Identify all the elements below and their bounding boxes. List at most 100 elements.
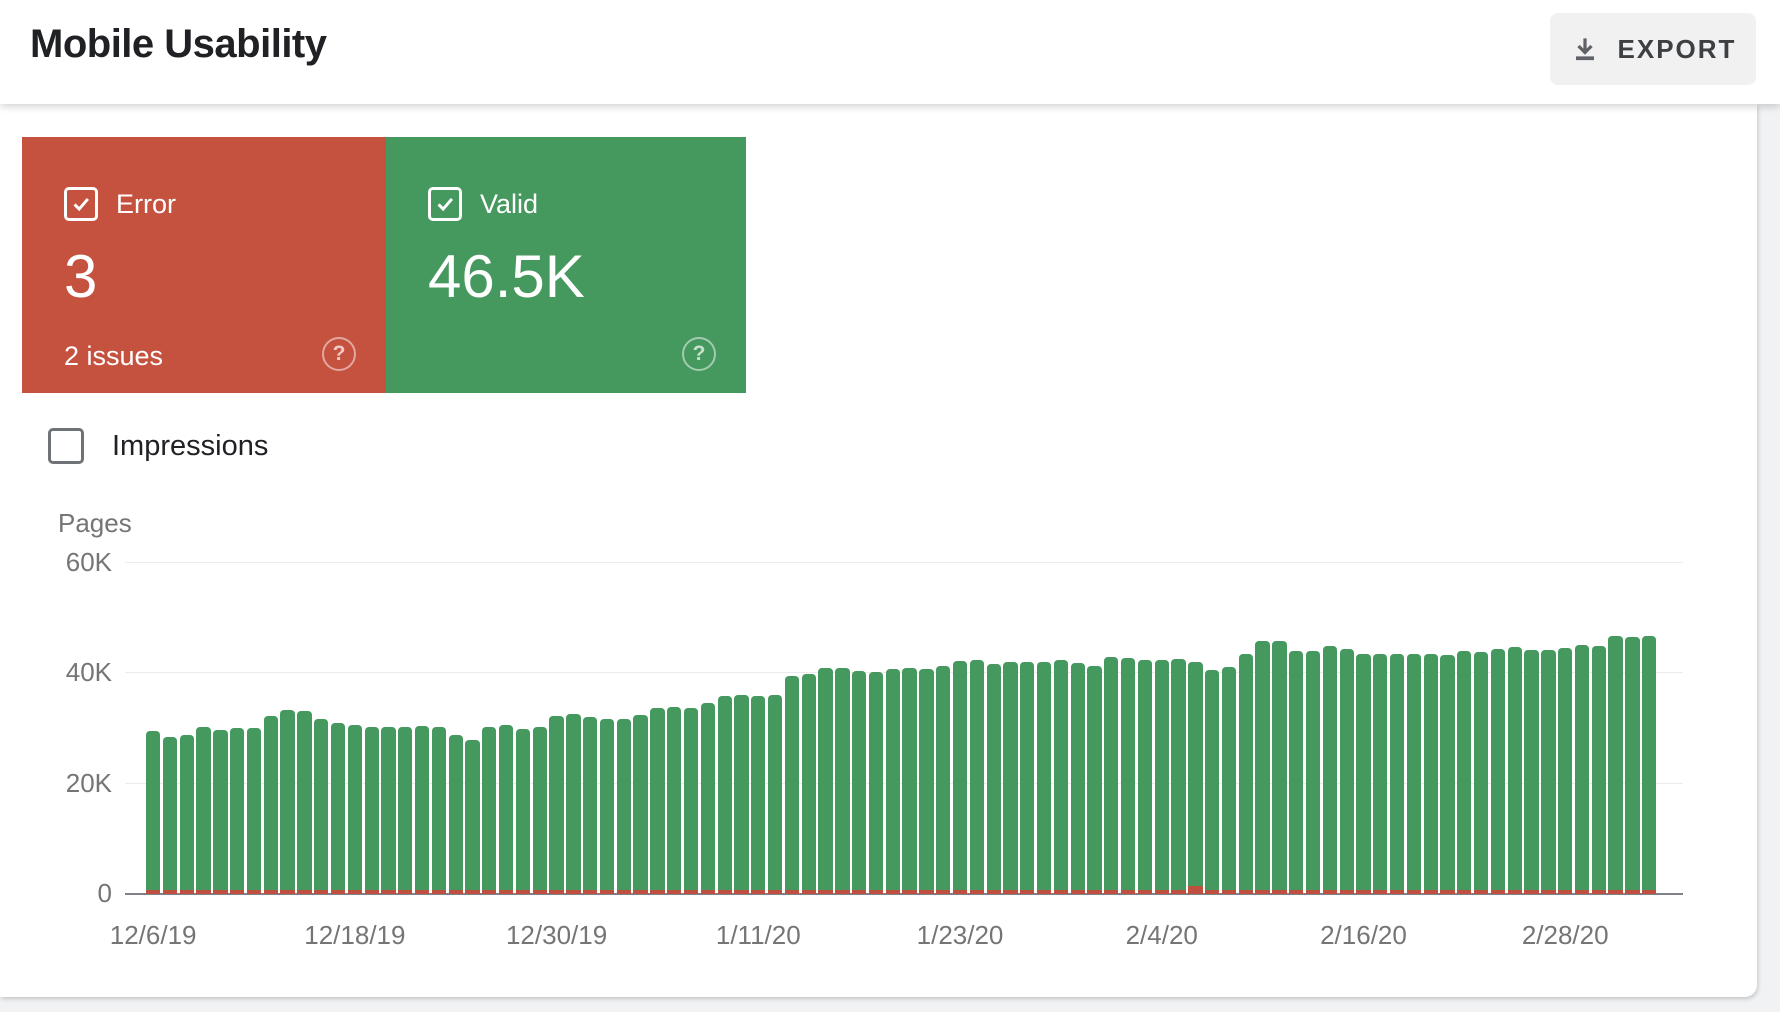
- error-bar: [246, 890, 262, 894]
- valid-bar: [1053, 660, 1069, 893]
- impressions-label: Impressions: [112, 429, 269, 462]
- valid-bar: [1188, 661, 1203, 893]
- valid-summary-card[interactable]: Valid 46.5K ?: [386, 137, 746, 393]
- impressions-toggle-row[interactable]: Impressions: [48, 428, 268, 464]
- error-bar: [1608, 890, 1623, 894]
- y-tick-label: 0: [97, 878, 112, 908]
- error-bar: [280, 890, 295, 894]
- error-bar: [1053, 890, 1069, 894]
- error-bar: [196, 890, 211, 894]
- export-button[interactable]: EXPORT: [1550, 13, 1756, 85]
- error-issues-count: 2 issues: [64, 341, 164, 371]
- error-bar: [986, 890, 1001, 894]
- y-axis-title: Pages: [58, 508, 132, 538]
- valid-bar: [566, 714, 581, 893]
- valid-help-icon[interactable]: ?: [682, 337, 716, 371]
- valid-bar: [868, 671, 884, 893]
- top-app-bar: Mobile Usability EXPORT: [0, 0, 1780, 104]
- valid-bar: [347, 724, 363, 893]
- valid-bar: [381, 726, 396, 893]
- valid-bar: [246, 728, 262, 893]
- error-checkbox-checked[interactable]: [64, 187, 98, 221]
- error-bar: [583, 890, 598, 894]
- valid-bar: [616, 719, 631, 893]
- valid-bar: [1541, 650, 1556, 893]
- error-bar: [1524, 890, 1539, 894]
- error-bar: [1389, 890, 1405, 894]
- valid-bar: [364, 727, 379, 893]
- valid-bar: [1036, 662, 1052, 893]
- x-tick-label: 2/16/20: [1320, 920, 1407, 950]
- valid-bar: [1171, 659, 1186, 893]
- valid-bar: [515, 728, 531, 893]
- valid-bar: [1272, 641, 1287, 893]
- valid-bar: [1205, 669, 1220, 893]
- valid-bar: [280, 710, 295, 893]
- valid-bar: [1457, 651, 1472, 893]
- error-help-icon[interactable]: ?: [322, 337, 356, 371]
- impressions-checkbox-unchecked[interactable]: [48, 428, 84, 464]
- valid-bar: [1423, 653, 1438, 893]
- error-bar: [667, 890, 682, 894]
- valid-bar: [919, 669, 934, 893]
- valid-bar: [1558, 647, 1573, 893]
- error-bar: [717, 890, 732, 894]
- valid-bar: [532, 726, 547, 893]
- valid-bar: [499, 724, 514, 893]
- valid-bar: [1070, 662, 1085, 893]
- error-bar: [297, 890, 312, 894]
- error-bar: [835, 890, 850, 894]
- error-bar: [885, 890, 900, 894]
- x-tick-label: 12/30/19: [505, 920, 608, 950]
- error-bar: [902, 890, 917, 894]
- y-gridline: [125, 561, 1683, 563]
- valid-bar: [936, 666, 951, 893]
- error-bar: [1473, 890, 1489, 894]
- y-tick-label: 40K: [65, 657, 112, 688]
- x-tick-label: 2/4/20: [1125, 920, 1198, 950]
- y-tick-label: 60K: [65, 546, 112, 577]
- error-bar: [616, 890, 631, 894]
- error-bar: [650, 890, 665, 894]
- valid-bar: [297, 710, 312, 893]
- error-bar: [767, 890, 783, 894]
- error-bar: [734, 890, 749, 894]
- y-tick-label: 20K: [65, 767, 112, 798]
- error-bar: [1205, 890, 1220, 894]
- valid-checkbox-checked[interactable]: [428, 187, 462, 221]
- error-bar: [1036, 890, 1052, 894]
- error-bar: [465, 890, 480, 894]
- valid-bar: [1524, 649, 1539, 893]
- valid-bar: [1642, 636, 1657, 893]
- error-bar: [936, 890, 951, 894]
- error-summary-card[interactable]: Error 3 2 issues ?: [22, 137, 386, 393]
- error-bar: [852, 890, 867, 894]
- valid-bar: [717, 696, 732, 893]
- error-bar: [515, 890, 531, 894]
- error-bar: [1457, 890, 1472, 894]
- valid-bar: [414, 726, 430, 893]
- error-bar: [1120, 890, 1136, 894]
- valid-bar: [650, 708, 665, 893]
- x-tick-label: 1/11/20: [715, 920, 801, 950]
- valid-bar: [1221, 667, 1237, 893]
- valid-bar: [767, 694, 783, 893]
- valid-bar: [1608, 636, 1623, 893]
- error-bar: [398, 890, 413, 894]
- error-bar: [414, 890, 430, 894]
- valid-bar: [1356, 653, 1371, 893]
- error-bar: [347, 890, 363, 894]
- valid-bar: [952, 661, 968, 893]
- valid-bar: [162, 736, 178, 893]
- valid-bar: [1003, 662, 1018, 893]
- error-bar: [482, 890, 497, 894]
- valid-bar: [683, 707, 699, 893]
- valid-bar: [835, 668, 850, 893]
- error-card-label: Error: [116, 188, 176, 219]
- error-bar: [549, 890, 564, 894]
- error-bar: [700, 890, 716, 894]
- error-bar: [1171, 890, 1186, 894]
- error-bar: [1188, 885, 1203, 894]
- valid-bar: [1339, 649, 1354, 893]
- error-bar: [1221, 890, 1237, 894]
